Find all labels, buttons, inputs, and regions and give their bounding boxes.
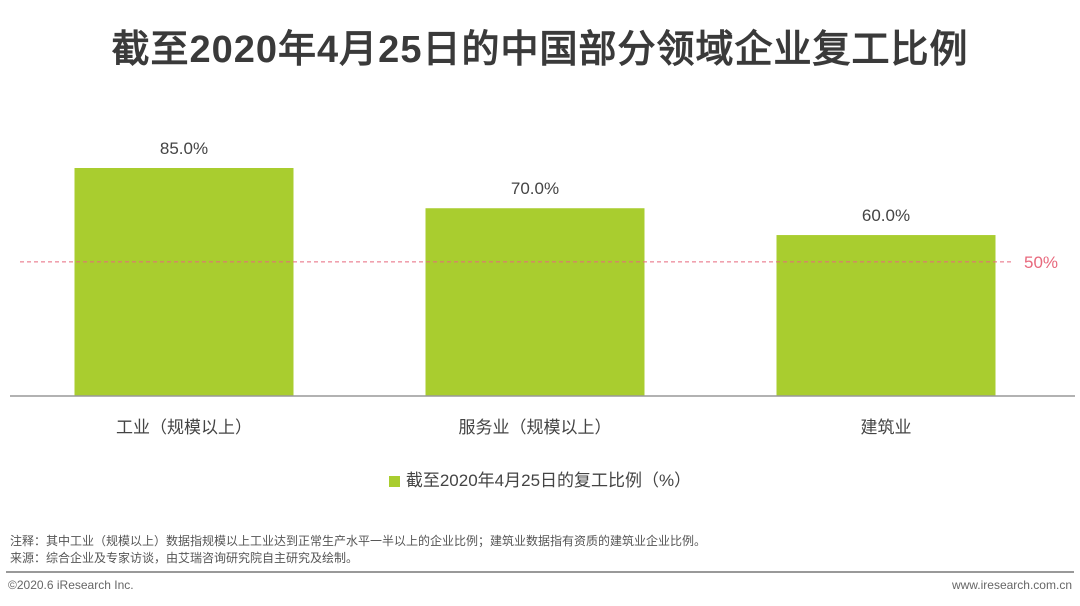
data-label-1: 70.0%	[511, 179, 559, 198]
data-label-0: 85.0%	[160, 139, 208, 158]
x-tick-label-2: 建筑业	[861, 418, 912, 437]
website-link[interactable]: www.iresearch.com.cn	[951, 578, 1072, 592]
legend-swatch	[388, 476, 400, 488]
x-tick-label-1: 服务业（规模以上）	[459, 418, 612, 437]
bar-0	[74, 168, 294, 396]
footer-divider	[6, 571, 1074, 573]
x-tick-label-0: 工业（规模以上）	[116, 418, 252, 437]
bar-1	[425, 208, 645, 396]
copyright: ©2020.6 iResearch Inc.	[8, 578, 134, 592]
reference-line-label: 50%	[1024, 253, 1058, 272]
legend-label: 截至2020年4月25日的复工比例（%）	[405, 471, 692, 490]
legend: 截至2020年4月25日的复工比例（%）	[0, 466, 1080, 491]
chart-title: 截至2020年4月25日的中国部分领域企业复工比例	[111, 29, 969, 71]
chart-note: 注释：其中工业（规模以上）数据指规模以上工业达到正常生产水平一半以上的企业比例；…	[10, 534, 707, 548]
bar-2	[776, 235, 996, 396]
chart-source: 来源：综合企业及专家访谈，由艾瑞咨询研究院自主研究及绘制。	[10, 551, 359, 565]
data-label-2: 60.0%	[862, 206, 910, 225]
